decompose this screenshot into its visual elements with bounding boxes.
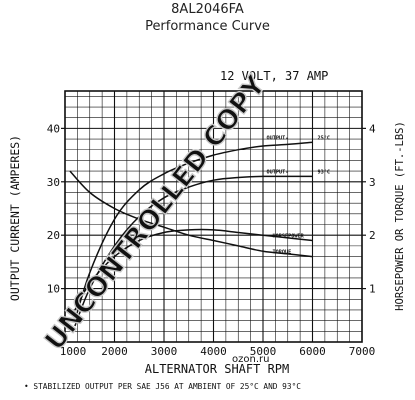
series-label-torque: TORQUE [273, 250, 292, 256]
series-labels: OUTPUT- 25°C OUTPUT- 93°C HORSEPOWER TORQUE [267, 135, 331, 255]
x-tick-label: 6000 [299, 345, 326, 358]
x-tick-label: 7000 [349, 345, 376, 358]
series-label-suffix-output-25-c: 25°C [318, 135, 331, 141]
y-tick-label: 40 [47, 122, 60, 135]
footnote: • STABILIZED OUTPUT PER SAE J56 AT AMBIE… [24, 382, 301, 391]
series-line-output-25-c [74, 141, 313, 321]
chart-title: 12 VOLT, 37 AMP [220, 69, 328, 83]
y-tick-label: 30 [47, 176, 60, 189]
x-tick-label: 3000 [151, 345, 178, 358]
y-axis-label: OUTPUT CURRENT (AMPERES) [8, 135, 22, 301]
series-label-horsepower: HORSEPOWER [273, 234, 305, 240]
series-line-torque [69, 170, 313, 258]
chart-grid [64, 91, 363, 342]
y2-tick-label: 2 [369, 229, 376, 242]
series-label-output-93-c: OUTPUT- [267, 169, 289, 175]
chart-subtitle: Performance Curve [145, 19, 270, 34]
x-tick-label: 1000 [60, 345, 87, 358]
x-axis-label: ALTERNATOR SHAFT RPM [145, 362, 290, 376]
y2-tick-label: 4 [369, 122, 376, 135]
x-tick-label: 5000 [250, 345, 277, 358]
series-layer [69, 141, 313, 327]
x-tick-label: 2000 [101, 345, 128, 358]
y-tick-label: 20 [47, 229, 60, 242]
tick-labels: 1000 2000 3000 4000 5000 6000 7000 10 20 30 40 1 2 3 4 [47, 122, 376, 358]
plot-frame [64, 90, 363, 343]
part-number-title: 8AL2046FA [171, 2, 244, 17]
series-label-output-25-c: OUTPUT- [267, 135, 289, 141]
series-line-horsepower [74, 228, 313, 311]
x-tick-label: 4000 [200, 345, 227, 358]
series-label-suffix-output-93-c: 93°C [318, 169, 331, 175]
y2-tick-label: 1 [369, 283, 376, 296]
series-line-output-93-c [74, 175, 313, 327]
y2-tick-label: 3 [369, 176, 376, 189]
y2-axis-label: HORSEPOWER OR TORQUE (FT.-LBS) [394, 121, 406, 311]
y-tick-label: 10 [47, 283, 60, 296]
